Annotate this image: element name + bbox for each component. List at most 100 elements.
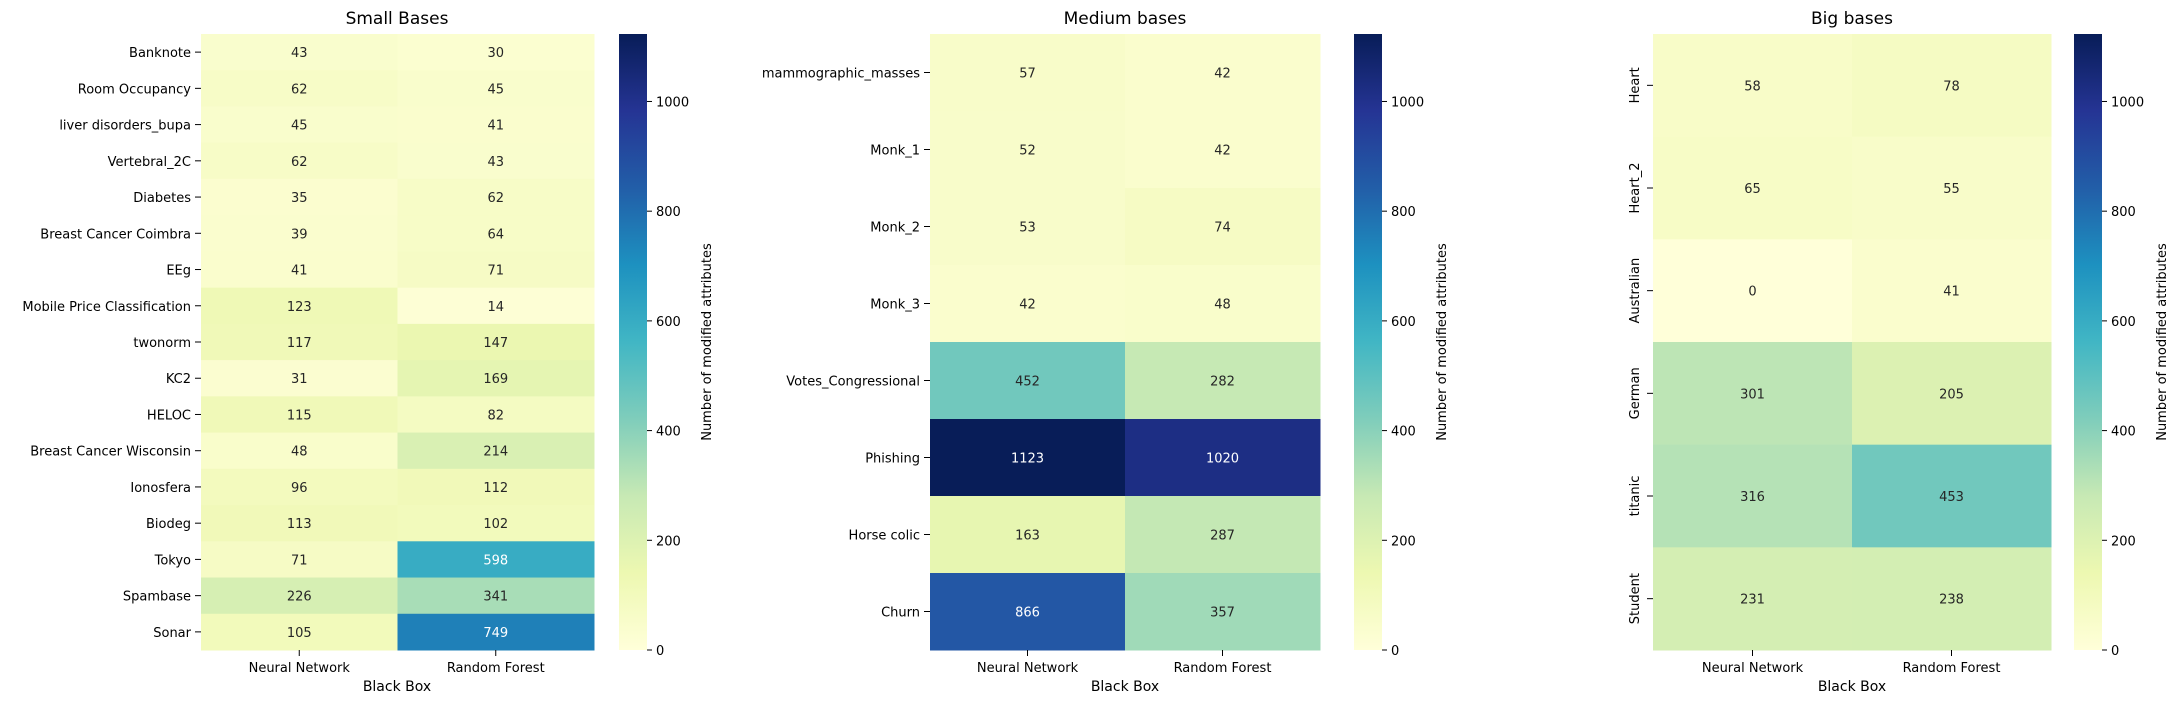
cell-value-label: 453 — [1939, 490, 1964, 505]
heatmap-cell — [201, 396, 398, 434]
cell-value-label: 55 — [1943, 182, 1960, 197]
colorbar-gradient — [1354, 34, 1382, 650]
heatmap-cell — [1852, 444, 2052, 548]
row-label: Breast Cancer Coimbra — [40, 227, 191, 242]
row-label: Spambase — [123, 590, 191, 605]
column-label: Random Forest — [1903, 661, 2001, 676]
heatmap-cell — [201, 142, 398, 180]
row-label: Biodeg — [146, 517, 191, 532]
colorbar-tick-label: 200 — [2111, 534, 2136, 549]
heatmap-cell — [397, 577, 595, 615]
heatmap-cell — [1653, 547, 1853, 651]
x-axis-label: Black Box — [1818, 679, 1886, 695]
heatmap-cell — [397, 106, 595, 144]
row-label: liver disorders_bupa — [59, 119, 191, 134]
heatmap-cell — [930, 188, 1126, 266]
cell-value-label: 57 — [1019, 67, 1036, 82]
heatmap-cell — [1653, 136, 1853, 240]
row-label: Horse colic — [849, 529, 920, 544]
heatmap-medium-bases: Medium bases 57 42 52 42 53 74 42 48 452 282 1123 1… — [762, 9, 1450, 695]
colorbar-tick-label: 200 — [1391, 534, 1416, 549]
cell-value-label: 102 — [483, 517, 508, 532]
heatmap-cell — [930, 419, 1126, 497]
heatmap-cell — [201, 215, 398, 252]
cell-value-label: 35 — [291, 191, 308, 206]
heatmap-cell — [1125, 111, 1321, 189]
heatmap-cell — [201, 70, 398, 107]
heatmap-cell — [397, 323, 595, 361]
heatmap-cells: 57 42 52 42 53 74 42 48 452 282 1123 1020 163 287 866 3… — [930, 34, 1321, 651]
cell-value-label: 163 — [1015, 529, 1040, 544]
cell-value-label: 287 — [1210, 529, 1235, 544]
cell-value-label: 41 — [291, 264, 308, 279]
cell-value-label: 452 — [1015, 375, 1040, 390]
cell-value-label: 45 — [291, 119, 308, 134]
heatmap-cell — [397, 468, 595, 506]
heatmap-cell — [201, 34, 398, 71]
cell-value-label: 43 — [291, 46, 308, 61]
heatmap-cell — [201, 323, 398, 361]
row-label: Diabetes — [133, 191, 191, 206]
colorbar: 0 200 400 600 800 1000 Number of modified attr… — [619, 34, 715, 659]
x-axis-label: Black Box — [363, 679, 431, 695]
colorbar: 0 200 400 600 800 1000 Number of modified attr… — [1354, 34, 1450, 659]
heatmap-cell — [397, 432, 595, 470]
cell-value-label: 112 — [483, 481, 508, 496]
heatmap-cell — [1653, 342, 1853, 446]
heatmap-cell — [201, 613, 398, 651]
heatmap-cell — [930, 111, 1126, 189]
heatmap-cell — [1653, 239, 1853, 343]
heatmap-cells: 43 30 62 45 45 41 62 43 35 62 39 64 41 71 123 14 117 147 3… — [201, 34, 595, 651]
column-label: Random Forest — [1174, 661, 1272, 676]
cell-value-label: 866 — [1015, 606, 1040, 621]
row-label: Monk_3 — [870, 298, 920, 313]
cell-value-label: 71 — [487, 264, 504, 279]
colorbar-label: Number of modified attributes — [2155, 243, 2170, 441]
colorbar-tick-label: 800 — [656, 205, 681, 220]
colorbar-tick-label: 400 — [2111, 425, 2136, 440]
heatmap-cell — [201, 468, 398, 506]
heatmap-cell — [397, 287, 595, 325]
heatmap-cell — [1852, 547, 2052, 651]
heatmap-cell — [1125, 188, 1321, 266]
cell-value-label: 341 — [483, 590, 508, 605]
heatmap-cell — [930, 265, 1126, 343]
colorbar-tick-label: 0 — [1391, 644, 1399, 659]
row-labels: mammographic_masses Monk_1 Monk_2 Monk_3 Vot… — [762, 67, 930, 621]
heatmap-cell — [1125, 419, 1321, 497]
cell-value-label: 62 — [291, 82, 308, 97]
heatmap-cell — [201, 360, 398, 397]
cell-value-label: 238 — [1939, 593, 1964, 608]
cell-value-label: 117 — [287, 336, 312, 351]
row-label: HELOC — [147, 408, 191, 423]
cell-value-label: 48 — [1214, 298, 1231, 313]
heatmap-cell — [397, 396, 595, 434]
column-labels: Neural Network Random Forest — [1702, 650, 2001, 676]
heatmap-cells: 58 78 65 55 0 41 301 205 316 453 231 238 — [1653, 34, 2052, 651]
colorbar-gradient — [2074, 34, 2102, 650]
colorbar-tick-label: 800 — [2111, 205, 2136, 220]
colorbar-tick-label: 600 — [656, 315, 681, 330]
row-label: Phishing — [865, 452, 920, 467]
colorbar-label: Number of modified attributes — [1435, 243, 1450, 441]
heatmap-cell — [201, 178, 398, 216]
heatmap-cell — [1125, 573, 1321, 651]
cell-value-label: 53 — [1019, 221, 1036, 236]
cell-value-label: 64 — [487, 227, 504, 242]
row-label: KC2 — [166, 372, 191, 387]
row-label: Mobile Price Classification — [22, 300, 191, 315]
cell-value-label: 231 — [1740, 593, 1765, 608]
cell-value-label: 226 — [287, 590, 312, 605]
heatmap-cell — [201, 505, 398, 542]
heatmap-cell — [397, 178, 595, 216]
heatmap-cell — [930, 496, 1126, 574]
heatmap-cell — [201, 432, 398, 470]
heatmap-cell — [397, 70, 595, 107]
column-label: Neural Network — [977, 661, 1079, 676]
heatmap-cell — [201, 287, 398, 325]
column-label: Neural Network — [1702, 661, 1804, 676]
cell-value-label: 357 — [1210, 606, 1235, 621]
cell-value-label: 30 — [487, 46, 504, 61]
cell-value-label: 41 — [1943, 285, 1960, 300]
